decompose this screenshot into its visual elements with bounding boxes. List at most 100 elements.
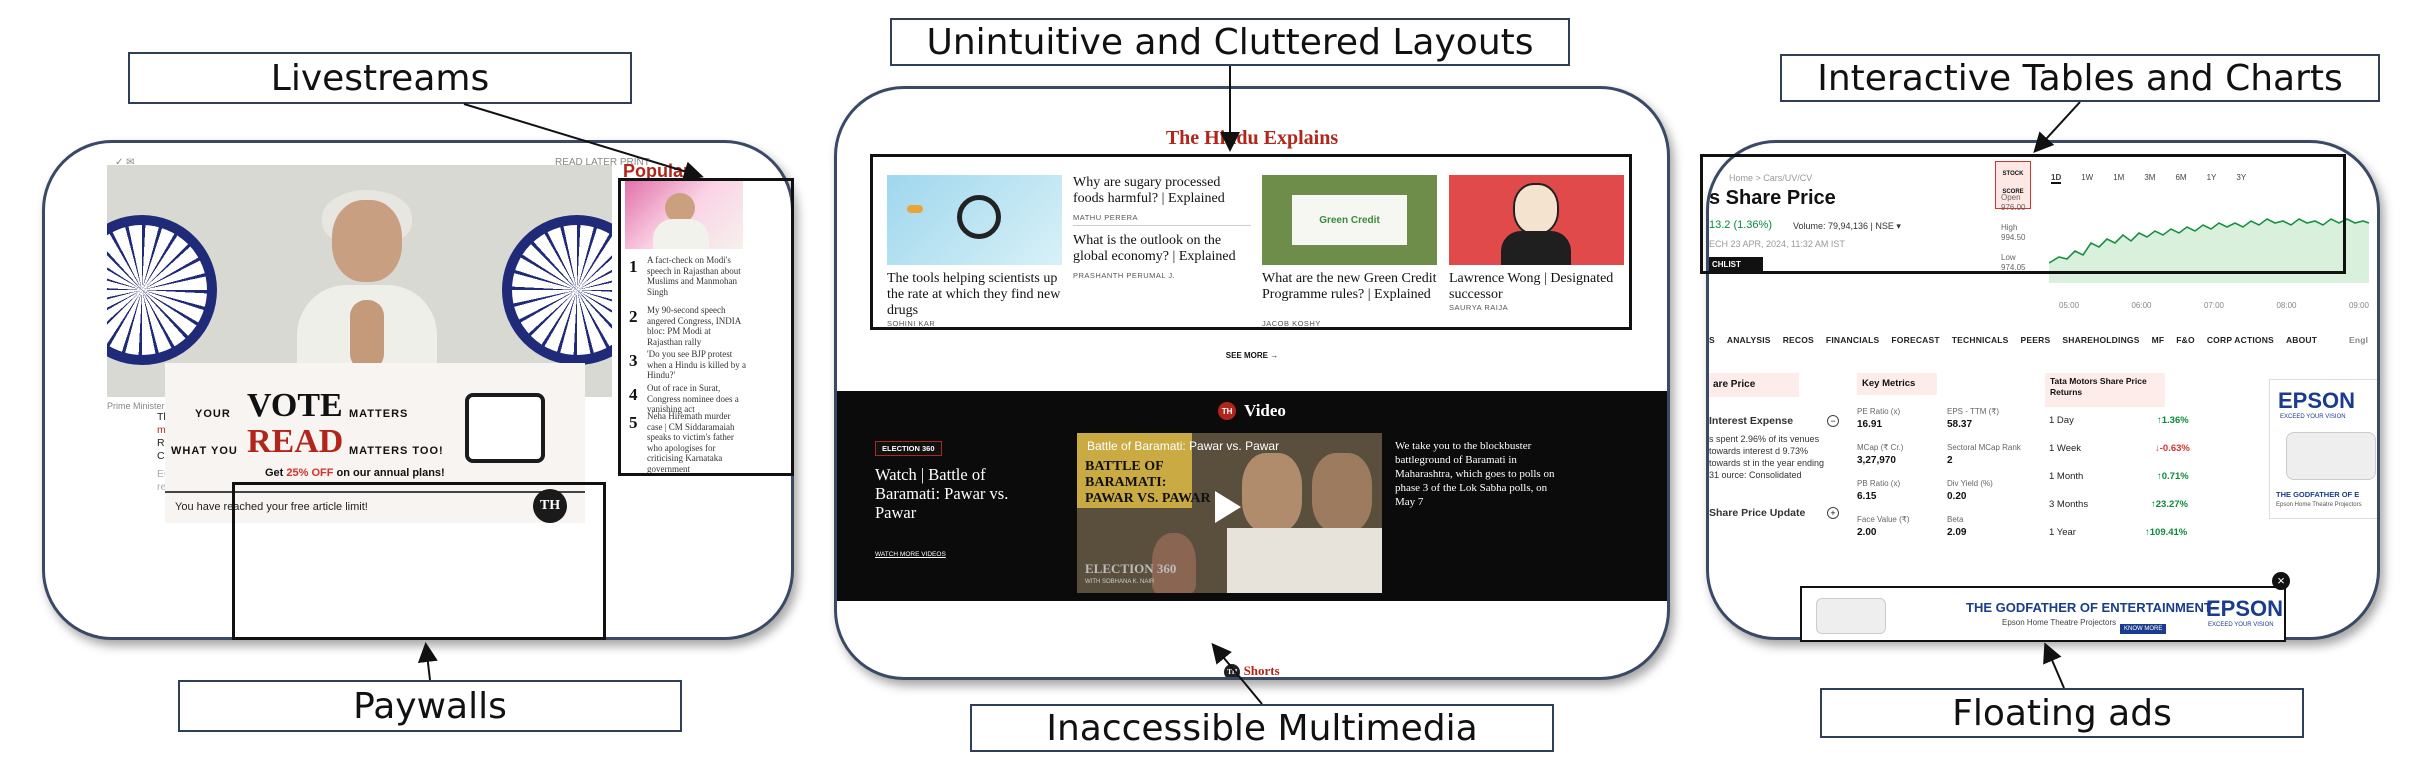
range-tab[interactable]: 1W <box>2081 173 2094 182</box>
share-price-left-col: are Price <box>1709 373 1799 397</box>
label-livestreams: Livestreams <box>128 52 632 104</box>
stock-score-badge: STOCK SCORE <box>1995 161 2031 209</box>
highlight-explains-cards <box>870 154 1632 330</box>
arrow-paywalls <box>417 642 438 681</box>
card-title[interactable]: What are the new Green Credit Programme … <box>1262 271 1437 302</box>
video-heading: TH Video <box>837 401 1667 421</box>
key-metrics-header: Key Metrics <box>1857 373 1937 395</box>
nav-tab[interactable]: ABOUT <box>2285 335 2318 345</box>
video-headline[interactable]: Watch | Battle of Baramati: Pawar vs. Pa… <box>875 465 1009 522</box>
stock-page-panel: Home > Cars/UV/CV STOCK SCORE s Share Pr… <box>1706 140 2380 640</box>
nav-tab[interactable]: MF <box>2151 335 2165 345</box>
nav-tab[interactable]: S <box>1709 335 1715 345</box>
play-icon[interactable] <box>1215 491 1241 523</box>
card-title[interactable]: What is the outlook on the global econom… <box>1073 233 1236 264</box>
chart-area <box>2049 219 2369 283</box>
the-hindu-logo: TH <box>533 489 567 523</box>
expand-icon[interactable]: − <box>1827 415 1839 427</box>
card-title[interactable]: The tools helping scientists up the rate… <box>887 271 1061 318</box>
range-tab[interactable]: 3M <box>2144 173 2156 182</box>
card-image-lawrence-wong[interactable] <box>1449 175 1624 265</box>
label-interactive-tables: Interactive Tables and Charts <box>1780 54 2380 102</box>
highlight-paywall <box>232 482 606 640</box>
nav-tab[interactable]: FINANCIALS <box>1825 335 1880 345</box>
news-article-panel: ✓ ✉ READ LATER PRINT Prime Minister Nare… <box>42 140 794 640</box>
nav-tab[interactable]: RECOS <box>1782 335 1814 345</box>
share-icons[interactable]: ✓ ✉ <box>115 157 135 168</box>
nav-tab[interactable]: SHAREHOLDINGS <box>2062 335 2140 345</box>
volume-info: Volume: 79,94,136 | NSE ▾ <box>1793 221 1901 231</box>
phone-mockup <box>465 393 545 463</box>
label-text: Paywalls <box>353 685 507 727</box>
th-badge-icon: TH <box>1218 402 1237 420</box>
card-image-green-credit[interactable]: Green Credit <box>1262 175 1437 265</box>
speaker-figure <box>292 190 442 397</box>
floating-ad-banner[interactable]: THE GODFATHER OF ENTERTAINMENT Epson Hom… <box>1800 586 2286 642</box>
range-tabs[interactable]: 1D 1W 1M 3M 6M 1Y 3Y <box>2051 173 2246 184</box>
nav-tab[interactable]: ANALYSIS <box>1726 335 1771 345</box>
range-tab[interactable]: 1M <box>2113 173 2125 182</box>
label-cluttered-layouts: Unintuitive and Cluttered Layouts <box>890 18 1570 66</box>
epson-logo: EPSON <box>2206 596 2284 621</box>
label-text: Interactive Tables and Charts <box>1817 57 2343 99</box>
expand-icon[interactable]: + <box>1827 507 1839 519</box>
shorts-heading: TH Shorts <box>837 663 1667 677</box>
watchlist-button[interactable]: CHLIST <box>1709 257 1763 273</box>
label-floating-ads: Floating ads <box>1820 688 2304 738</box>
arrow-floating-ads <box>2043 642 2065 689</box>
card-author[interactable]: SOHINI KAR <box>887 319 936 328</box>
ad-subtitle: Epson Home Theatre Projectors <box>2002 618 2117 627</box>
video-player[interactable]: Battle of Baramati: Pawar vs. Pawar BATT… <box>1077 433 1382 593</box>
hindu-homepage-panel: The Hindu Explains The tools helping sci… <box>834 86 1670 680</box>
popular-thumbnail[interactable] <box>625 179 743 249</box>
timestamp: ECH 23 APR, 2024, 11:32 AM IST <box>1709 239 1845 249</box>
returns-header: Tata Motors Share Price Returns <box>2045 373 2165 407</box>
chakra-decoration-right <box>502 215 612 365</box>
card-author[interactable]: SAURYA RAIJA <box>1449 303 1509 312</box>
nav-tab[interactable]: PEERS <box>2020 335 2051 345</box>
paywall-divider <box>165 491 585 493</box>
paywall-overlay: YOUR VOTE MATTERS WHAT YOU READ MATTERS … <box>165 363 585 523</box>
card-title[interactable]: Lawrence Wong | Designated successor <box>1449 271 1614 302</box>
chart-time-axis: 05:00 06:00 07:00 08:00 09:00 <box>2059 301 2369 310</box>
paywall-message: You have reached your free article limit… <box>175 501 368 513</box>
card-image-drugs[interactable] <box>887 175 1062 265</box>
see-more-link[interactable]: SEE MORE → <box>1225 351 1279 360</box>
range-tab[interactable]: 1Y <box>2206 173 2217 182</box>
video-description: We take you to the blockbuster battlegro… <box>1395 440 1555 508</box>
nav-tab[interactable]: TECHNICALS <box>1951 335 2009 345</box>
side-ad-epson[interactable]: EPSON EXCEED YOUR VISION THE GODFATHER O… <box>2269 379 2377 519</box>
watch-more-link[interactable]: WATCH MORE VIDEOS <box>875 551 946 558</box>
nav-tab[interactable]: FORECAST <box>1891 335 1940 345</box>
card-author[interactable]: JACOB KOSHY <box>1262 319 1321 328</box>
promo-text: Get 25% OFF on our annual plans! <box>265 467 445 479</box>
interest-expense-heading: Interest Expense <box>1709 415 1794 427</box>
ad-cta-button[interactable]: KNOW MORE <box>2120 624 2167 634</box>
range-tab[interactable]: 1D <box>2051 173 2062 184</box>
range-tab[interactable]: 3Y <box>2236 173 2247 182</box>
range-tab[interactable]: 6M <box>2175 173 2187 182</box>
nav-tab[interactable]: F&O <box>2176 335 2195 345</box>
intraday-price-chart[interactable] <box>2049 193 2369 283</box>
breadcrumb[interactable]: Home > Cars/UV/CV <box>1729 173 1813 183</box>
label-text: Livestreams <box>270 57 490 99</box>
close-icon[interactable]: × <box>2272 572 2290 590</box>
election-360-badge: ELECTION 360 <box>875 441 942 456</box>
video-overlay-title: Battle of Baramati: Pawar vs. Pawar <box>1087 439 1280 453</box>
chakra-decoration-left <box>107 215 217 365</box>
card-title[interactable]: Why are sugary processed foods harmful? … <box>1073 175 1225 206</box>
projector-image <box>1816 598 1886 634</box>
projector-image <box>2286 432 2376 480</box>
epson-logo: EPSON <box>2278 388 2356 413</box>
video-section: TH Video ELECTION 360 Watch | Battle of … <box>837 391 1667 601</box>
label-text: Inaccessible Multimedia <box>1046 707 1478 749</box>
highlight-chart-area <box>1700 154 2346 274</box>
language-toggle[interactable]: Engl <box>2349 335 2369 345</box>
share-price-title: s Share Price <box>1709 187 1836 209</box>
card-author[interactable]: PRASHANTH PERUMAL J. <box>1073 271 1176 280</box>
nav-tab[interactable]: CORP ACTIONS <box>2206 335 2274 345</box>
stock-nav-tabs[interactable]: S ANALYSIS RECOS FINANCIALS FORECAST TEC… <box>1709 335 2317 345</box>
label-text: Unintuitive and Cluttered Layouts <box>926 21 1534 63</box>
card-author[interactable]: MATHU PERERA <box>1073 213 1139 222</box>
read-word: READ <box>247 423 344 460</box>
